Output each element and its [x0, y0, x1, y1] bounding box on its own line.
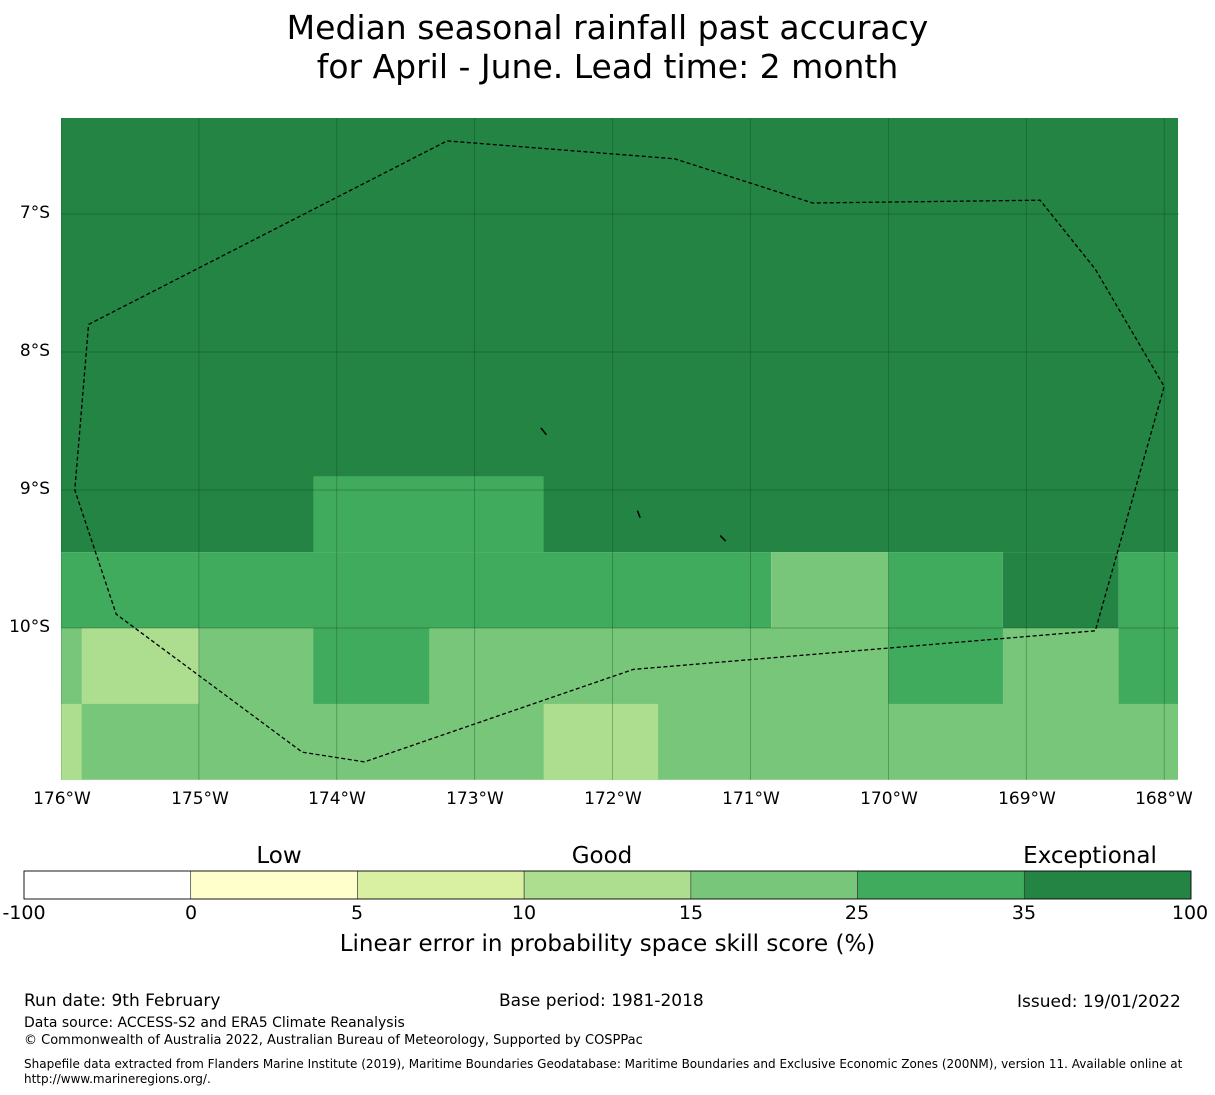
skill-grid-cell [61, 703, 82, 780]
colorbar-tick: 25 [844, 902, 870, 924]
skill-grid-cell [888, 552, 1003, 628]
colorbar-tick: 5 [350, 902, 364, 924]
colorbar-segment [690, 870, 858, 900]
lon-label-175w: 175°W [171, 789, 229, 809]
base-period: Base period: 1981-2018 [499, 991, 704, 1011]
colorbar-label: Linear error in probability space skill … [339, 931, 876, 957]
skill-grid-cell [543, 703, 659, 780]
island-coastline [540, 427, 547, 436]
skill-grid-cell [771, 552, 889, 628]
colorbar-tick: -100 [2, 902, 46, 924]
colorbar-frame [23, 870, 1192, 900]
skill-grid-cell [888, 628, 1003, 704]
copyright: © Commonwealth of Australia 2022, Austra… [24, 1033, 643, 1048]
colorbar-segment [23, 870, 192, 900]
colorbar-tick: 15 [678, 902, 704, 924]
lon-label-173w: 173°W [446, 789, 504, 809]
colorbar-segment [190, 870, 358, 900]
island-coastline [719, 535, 727, 542]
skill-grid-cell [313, 476, 544, 553]
skill-grid-cell [313, 628, 430, 704]
chart-title-line-2: for April - June. Lead time: 2 month [316, 47, 899, 86]
island-coastline [636, 510, 641, 518]
data-source: Data source: ACCESS-S2 and ERA5 Climate … [24, 1015, 405, 1031]
shapefile-credit: Shapefile data extracted from Flanders M… [24, 1057, 1183, 1071]
map-plot-area [61, 118, 1179, 780]
lon-label-170w: 170°W [860, 789, 918, 809]
lon-label-168w: 168°W [1135, 789, 1193, 809]
shapefile-url: http://www.marineregions.org/. [24, 1072, 211, 1086]
chart-title-line-1: Median seasonal rainfall past accuracy [286, 8, 929, 47]
skill-grid-cell [1002, 552, 1119, 628]
colorbar-tick: 10 [511, 902, 537, 924]
colorbar-category-exceptional: Exceptional [1023, 843, 1157, 869]
skill-grid-cell [61, 118, 1178, 553]
colorbar-tick: 100 [1171, 902, 1209, 924]
colorbar-tick: 35 [1011, 902, 1037, 924]
skill-grid-cell [1118, 628, 1178, 704]
colorbar-segment [523, 870, 692, 900]
colorbar-segment [1023, 870, 1192, 900]
lat-label-8s: 8°S [19, 341, 50, 361]
eez-boundary [74, 140, 1165, 763]
issued-date: Issued: 19/01/2022 [1017, 992, 1181, 1012]
lat-label-9s: 9°S [19, 479, 50, 499]
lon-label-171w: 171°W [722, 789, 780, 809]
colorbar-category-good: Good [571, 843, 633, 869]
lon-label-172w: 172°W [584, 789, 642, 809]
colorbar-segment [357, 870, 525, 900]
run-date: Run date: 9th February [24, 991, 221, 1011]
colorbar-tick: 0 [184, 902, 198, 924]
colorbar-category-low: Low [256, 843, 302, 869]
skill-grid-cell [81, 628, 199, 704]
colorbar-segment [857, 870, 1025, 900]
skill-grid-cell [61, 552, 772, 628]
lon-label-169w: 169°W [998, 789, 1056, 809]
lon-label-174w: 174°W [308, 789, 366, 809]
lat-label-7s: 7°S [19, 203, 50, 223]
skill-grid-cell [1118, 552, 1178, 628]
lon-label-176w: 176°W [33, 789, 91, 809]
lat-label-10s: 10°S [9, 617, 50, 637]
